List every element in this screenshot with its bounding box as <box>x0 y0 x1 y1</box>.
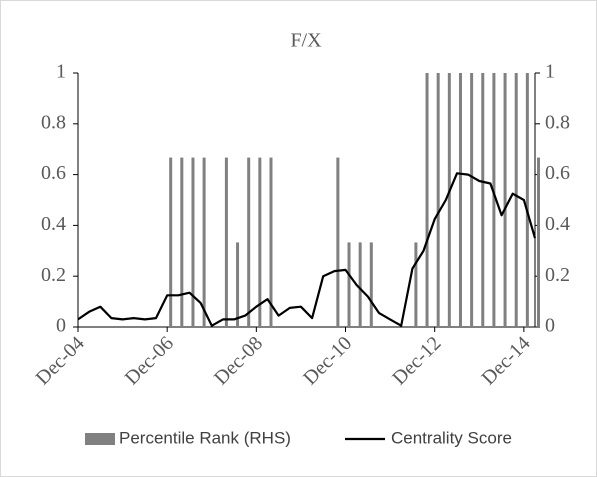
bar <box>347 242 351 327</box>
bar <box>236 242 240 327</box>
bar <box>470 73 474 327</box>
bar <box>537 157 540 327</box>
y2-tick-label: 0.8 <box>545 111 570 133</box>
y2-tick-label: 0.2 <box>545 264 570 286</box>
bar <box>169 157 173 327</box>
chart-title: F/X <box>290 30 322 52</box>
y-tick-label: 0.8 <box>41 111 66 133</box>
bar <box>481 73 485 327</box>
bar <box>258 157 262 327</box>
bar <box>447 73 451 327</box>
legend-label: Centrality Score <box>391 428 512 447</box>
bar <box>191 157 195 327</box>
y-tick-label: 1 <box>56 61 66 83</box>
y-tick-label: 0 <box>56 315 66 337</box>
y2-tick-label: 0.4 <box>545 213 570 235</box>
bar <box>436 73 440 327</box>
bar <box>269 157 273 327</box>
y-tick-label: 0.6 <box>41 162 66 184</box>
line <box>77 172 537 327</box>
y-tick-label: 0.2 <box>41 264 66 286</box>
bar <box>425 73 429 327</box>
legend-label: Percentile Rank (RHS) <box>119 428 291 447</box>
bar <box>458 73 462 327</box>
bar <box>414 242 418 327</box>
y2-tick-label: 0.6 <box>545 162 570 184</box>
bar <box>369 242 373 327</box>
y2-tick-label: 1 <box>545 61 555 83</box>
bar <box>503 73 507 327</box>
y-tick-label: 0.4 <box>41 213 66 235</box>
legend-swatch <box>85 433 115 445</box>
bar <box>358 242 362 327</box>
bar <box>514 73 518 327</box>
bar <box>202 157 206 327</box>
bar <box>525 73 529 327</box>
bar <box>180 157 184 327</box>
bar <box>247 157 251 327</box>
y2-tick-label: 0 <box>545 315 555 337</box>
bar <box>224 157 228 327</box>
bar <box>336 157 340 327</box>
bar <box>492 73 496 327</box>
